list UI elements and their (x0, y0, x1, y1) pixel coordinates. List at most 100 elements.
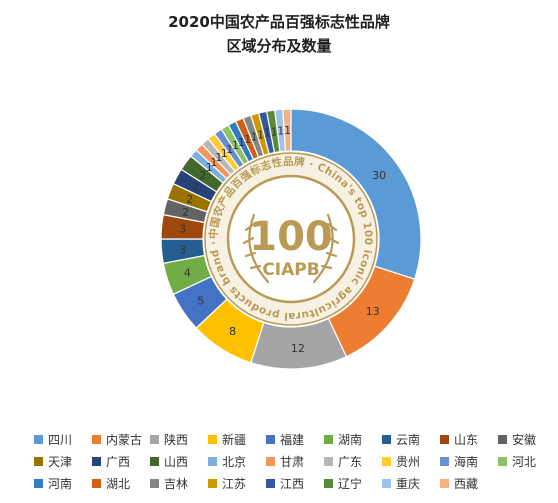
legend-label: 西藏 (454, 477, 478, 491)
legend-label: 重庆 (396, 477, 420, 491)
legend-item: 重庆 (382, 477, 420, 491)
legend-swatch (382, 435, 391, 444)
legend-swatch (92, 435, 101, 444)
badge-center-number: 100 (249, 214, 333, 260)
legend-label: 辽宁 (338, 476, 362, 491)
slice-value-label: 1 (226, 143, 233, 156)
pie-slices (160, 108, 422, 370)
slice-value-label: 1 (215, 151, 222, 164)
legend-label: 湖北 (106, 476, 130, 491)
legend-label: 贵州 (396, 455, 420, 469)
slice-value-label: 1 (277, 124, 284, 137)
legend-item: 山东 (440, 433, 478, 447)
legend-label: 福建 (280, 432, 304, 447)
legend-swatch (208, 435, 217, 444)
slice-value-label: 2 (192, 180, 199, 193)
legend-label: 海南 (454, 454, 478, 469)
legend-item: 广东 (324, 455, 362, 469)
legend-label: 河南 (48, 476, 72, 491)
legend-swatch (440, 479, 449, 488)
legend-item: 广西 (92, 455, 130, 469)
legend-swatch (150, 435, 159, 444)
legend-item: 海南 (440, 454, 478, 469)
slice-value-label: 3 (179, 243, 186, 256)
slice-value-label: 1 (284, 124, 291, 137)
legend-label: 湖南 (338, 432, 362, 447)
legend-item: 江苏 (208, 477, 246, 491)
pie-slice-26 (282, 108, 292, 152)
legend-item: 贵州 (382, 455, 420, 469)
legend-item: 安徽 (498, 432, 536, 447)
slice-value-label: 2 (186, 193, 193, 206)
legend-label: 云南 (396, 432, 420, 447)
legend-label: 江苏 (222, 477, 246, 491)
slice-value-label: 1 (270, 125, 277, 138)
legend-swatch (498, 435, 507, 444)
slice-value-label: 3 (179, 223, 186, 236)
slice-value-label: 1 (238, 136, 245, 149)
legend-item: 北京 (208, 455, 246, 469)
slice-value-label: 1 (251, 130, 258, 143)
legend-item: 河北 (498, 455, 536, 469)
slice-value-label: 1 (232, 139, 239, 152)
legend-label: 山西 (164, 455, 188, 469)
chart-title-line2: 区域分布及数量 (226, 37, 331, 55)
legend-swatch (150, 479, 159, 488)
legend-label: 四川 (48, 433, 72, 447)
legend-swatch (382, 457, 391, 466)
legend-swatch (324, 479, 333, 488)
legend-item: 天津 (34, 455, 72, 469)
legend-swatch (266, 479, 275, 488)
wheat-icon-left (242, 213, 270, 284)
slice-value-label: 12 (291, 342, 305, 355)
legend-label: 江西 (280, 477, 304, 491)
legend-item: 河南 (34, 476, 72, 491)
legend-item: 江西 (266, 477, 304, 491)
legend-item: 内蒙古 (92, 432, 142, 447)
legend-item: 福建 (266, 432, 304, 447)
legend-item: 湖北 (92, 476, 130, 491)
legend-label: 天津 (48, 455, 72, 469)
legend-label: 广西 (106, 455, 130, 469)
wheat-icon-right (312, 213, 340, 284)
legend-swatch (440, 435, 449, 444)
slice-value-label: 1 (257, 128, 264, 141)
legend-item: 甘肃 (266, 455, 304, 469)
legend-swatch (324, 435, 333, 444)
slice-value-label: 13 (366, 305, 380, 318)
legend-swatch (92, 479, 101, 488)
chart-title-line1: 2020中国农产品百强标志性品牌 (168, 13, 390, 31)
slice-value-label: 1 (206, 161, 213, 174)
legend-label: 安徽 (512, 432, 536, 447)
legend-swatch (440, 457, 449, 466)
legend-item: 云南 (382, 432, 420, 447)
legend-swatch (34, 479, 43, 488)
legend-item: 湖南 (324, 432, 362, 447)
slice-value-label: 2 (182, 206, 189, 219)
slice-value-label: 30 (372, 169, 386, 182)
legend-label: 吉林 (164, 477, 188, 491)
slice-value-label: 1 (221, 147, 228, 160)
slice-value-label: 1 (244, 133, 251, 146)
legend-swatch (266, 435, 275, 444)
legend-item: 辽宁 (324, 476, 362, 491)
legend-label: 北京 (222, 455, 246, 469)
legend-swatch (208, 457, 217, 466)
legend-swatch (498, 457, 507, 466)
legend-swatch (34, 435, 43, 444)
legend-label: 广东 (338, 455, 362, 469)
legend-item: 西藏 (440, 477, 478, 491)
badge-outer-ring (204, 152, 378, 326)
legend-label: 新疆 (222, 432, 246, 447)
slice-value-label: 1 (210, 156, 217, 169)
legend-item: 山西 (150, 455, 188, 469)
legend-label: 甘肃 (280, 455, 304, 469)
legend-label: 河北 (512, 455, 536, 469)
legend-label: 内蒙古 (106, 432, 142, 447)
legend-item: 四川 (34, 433, 72, 447)
badge-center-code: CIAPB (262, 260, 319, 280)
legend-swatch (208, 479, 217, 488)
